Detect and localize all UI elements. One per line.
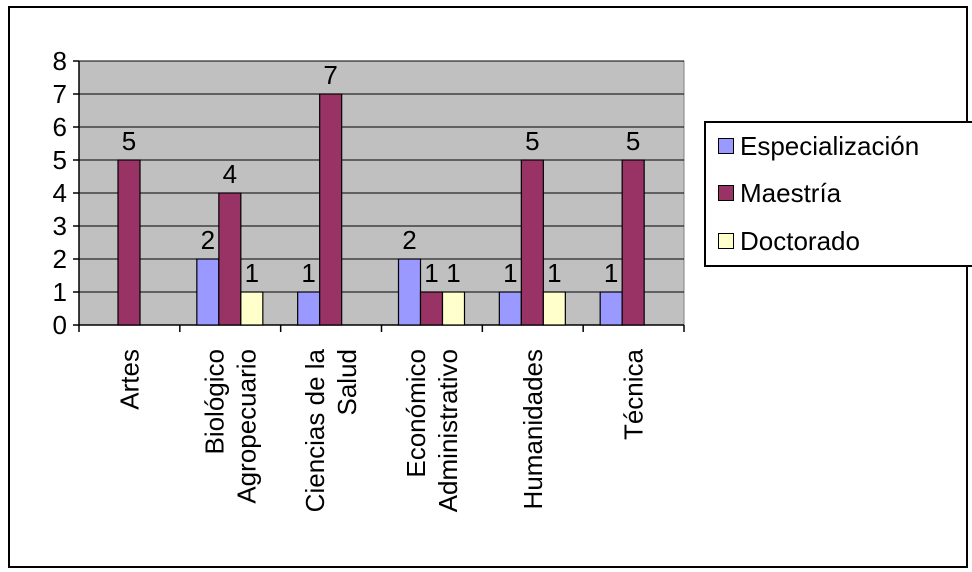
legend-label-especializacion: Especialización	[740, 130, 920, 161]
data-label: 1	[503, 258, 517, 288]
y-tick-label: 0	[53, 310, 67, 340]
category-label: Biológico	[199, 349, 229, 455]
legend-label-maestria: Maestría	[740, 177, 842, 208]
legend: Especialización Maestría Doctorado	[704, 121, 972, 267]
y-tick-label: 4	[53, 178, 67, 208]
category-label: Agropecuario	[231, 349, 261, 504]
legend-swatch-especializacion	[718, 138, 734, 154]
category-label: Técnica	[619, 348, 649, 440]
bar-doctorado	[240, 291, 264, 326]
bar-especialización	[297, 291, 321, 326]
category-label: Humanidades	[518, 349, 548, 509]
bar-maestría	[419, 291, 444, 326]
data-label: 5	[122, 126, 136, 156]
bar-maestría	[621, 159, 645, 326]
legend-item-doctorado: Doctorado	[718, 226, 860, 256]
legend-item-maestria: Maestría	[718, 178, 841, 208]
y-tick-label: 7	[53, 79, 67, 109]
bar-maestría	[117, 159, 141, 326]
bar-doctorado	[441, 291, 466, 326]
category-label: Artes	[114, 349, 144, 410]
legend-item-especializacion: Especialización	[718, 131, 919, 161]
data-label: 4	[223, 159, 237, 189]
bar-maestría	[319, 93, 343, 326]
legend-swatch-maestria	[718, 185, 734, 201]
y-tick-label: 5	[53, 145, 67, 175]
data-label: 1	[245, 258, 259, 288]
category-label: Administrativo	[433, 349, 463, 512]
data-label: 2	[201, 225, 215, 255]
data-label: 1	[424, 258, 438, 288]
bar-especialización	[599, 291, 623, 326]
bar-maestría	[218, 192, 242, 326]
data-label: 5	[626, 126, 640, 156]
bar-doctorado	[542, 291, 566, 326]
y-tick-label: 1	[53, 277, 67, 307]
bar-especialización	[196, 258, 220, 326]
category-label: Económico	[401, 349, 431, 478]
bar-especialización	[397, 258, 422, 326]
data-label: 7	[323, 60, 337, 90]
y-tick-label: 2	[53, 244, 67, 274]
legend-label-doctorado: Doctorado	[740, 225, 860, 256]
y-tick-label: 3	[53, 211, 67, 241]
data-label: 2	[402, 225, 416, 255]
data-label: 1	[301, 258, 315, 288]
y-tick-label: 6	[53, 112, 67, 142]
data-label: 5	[525, 126, 539, 156]
y-tick-label: 8	[53, 46, 67, 76]
legend-swatch-doctorado	[718, 233, 734, 249]
bar-maestría	[520, 159, 544, 326]
bar-especialización	[498, 291, 522, 326]
category-label: Ciencias de la	[300, 348, 330, 512]
data-label: 1	[604, 258, 618, 288]
category-label: Salud	[332, 349, 362, 416]
data-label: 1	[446, 258, 460, 288]
data-label: 1	[547, 258, 561, 288]
